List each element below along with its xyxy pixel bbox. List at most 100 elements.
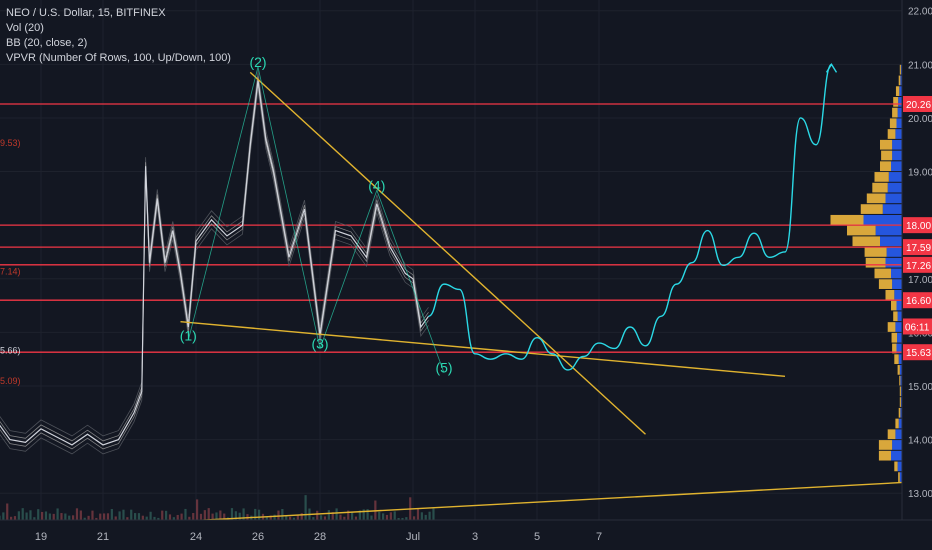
profile-up-bar	[894, 289, 902, 300]
horizontal-levels[interactable]	[0, 103, 902, 353]
legend-volume[interactable]: Vol (20)	[6, 22, 44, 34]
profile-up-bar	[898, 418, 902, 429]
time-tick-label: 28	[314, 531, 326, 543]
profile-up-bar	[896, 300, 902, 311]
wave-labels: (1) (2) (3) (4) (5)	[180, 54, 453, 376]
profile-down-bar	[880, 139, 893, 150]
profile-down-bar	[891, 332, 898, 343]
projection-arrowhead	[825, 63, 838, 73]
volume-bar	[292, 517, 296, 520]
volume-bar	[134, 513, 137, 520]
volume-bar	[180, 513, 183, 520]
profile-up-bar	[895, 429, 902, 440]
volume-bar	[211, 513, 214, 520]
profile-down-bar	[897, 365, 900, 375]
profile-down-bar	[874, 268, 891, 279]
volume-bar	[401, 517, 404, 520]
volume-bar	[223, 513, 226, 520]
volume-bar	[75, 508, 79, 520]
profile-down-bar	[891, 300, 897, 311]
volume-bar	[354, 516, 358, 520]
profile-up-bar	[886, 247, 902, 257]
profile-up-bar	[896, 118, 902, 129]
profile-up-bar	[887, 182, 902, 193]
left-partial-labels: 9.53) 7.14) 5.66) 5.09)	[0, 138, 21, 386]
volume-bar	[362, 509, 365, 520]
price-axis[interactable]: 13.0014.0015.0016.0017.0018.0019.0020.00…	[901, 0, 932, 550]
volume-bar	[312, 517, 315, 520]
level-price-tag	[903, 96, 932, 112]
volume-bar	[87, 515, 90, 520]
volume-bar	[126, 517, 129, 520]
profile-down-bar	[881, 150, 893, 161]
time-tick-label: 21	[97, 531, 109, 543]
volume-bar	[265, 517, 268, 520]
profile-up-bar	[882, 204, 902, 214]
volume-bar	[238, 512, 241, 520]
volume-bar	[48, 513, 51, 520]
trendline[interactable]	[180, 320, 786, 378]
profile-up-bar	[875, 225, 902, 236]
profile-down-bar	[860, 204, 883, 214]
volume-bar	[296, 514, 299, 520]
level-price-tag	[903, 344, 932, 361]
volume-bar	[10, 516, 13, 520]
profile-up-bar	[892, 139, 902, 150]
profile-up-bar	[895, 322, 902, 332]
time-tick-label: 24	[190, 531, 202, 543]
volume-bar	[424, 514, 427, 520]
profile-up-bar	[898, 96, 902, 107]
volume-bar	[219, 510, 222, 520]
time-tick-label: Jul	[406, 531, 420, 543]
profile-down-bar	[880, 161, 891, 172]
volume-bar	[320, 515, 323, 520]
volume-bar	[413, 516, 416, 520]
legend-vpvr[interactable]: VPVR (Number Of Rows, 100, Up/Down, 100)	[6, 52, 231, 64]
volume-bar	[316, 510, 319, 520]
price-tick-label: 19.00	[908, 168, 932, 179]
profile-up-bar	[898, 354, 902, 365]
level-price-tag	[903, 217, 932, 234]
level-price-label: 17.26	[906, 261, 931, 272]
profile-up-bar	[891, 268, 902, 279]
projection-line[interactable]	[428, 63, 833, 371]
volume-bar	[397, 517, 400, 520]
profile-down-bar	[898, 407, 901, 418]
volume-bar	[242, 508, 245, 520]
profile-up-bar	[899, 86, 902, 96]
legend-bollinger[interactable]: BB (20, close, 2)	[6, 37, 88, 49]
profile-up-bar	[880, 236, 902, 247]
profile-up-bar	[897, 311, 902, 322]
legend-symbol[interactable]: NEO / U.S. Dollar, 15, BITFINEX	[6, 7, 166, 19]
profile-up-bar	[900, 64, 902, 75]
projection-path[interactable]	[428, 63, 838, 371]
trendline[interactable]	[249, 71, 646, 435]
profile-down-bar	[893, 96, 899, 107]
volume-bar	[68, 515, 71, 520]
level-price-label: 15.63	[906, 348, 931, 359]
volume-bar	[37, 509, 40, 520]
volume-bar	[335, 508, 338, 520]
profile-up-bar	[892, 150, 902, 161]
volume-bar	[60, 513, 63, 520]
volume-bar	[184, 508, 187, 520]
volume-bar	[118, 511, 121, 520]
profile-down-bar	[852, 236, 880, 247]
profile-down-bar	[872, 182, 888, 193]
bollinger-band	[0, 89, 429, 455]
volume-bar	[114, 516, 117, 520]
time-axis[interactable]: 19 21 24 26 28 Jul 3 5 7	[0, 519, 932, 550]
profile-down-bar	[887, 129, 896, 139]
volume-bar	[41, 511, 44, 520]
profile-up-bar	[900, 407, 902, 418]
volume-bar	[378, 511, 381, 520]
wave-connector	[257, 66, 321, 349]
volume-bar	[428, 511, 431, 520]
volume-bar	[33, 517, 36, 520]
profile-down-bar	[864, 247, 887, 257]
volume-bar	[0, 515, 1, 520]
volume-bar	[25, 512, 28, 520]
price-tick-label: 22.00	[908, 7, 932, 18]
